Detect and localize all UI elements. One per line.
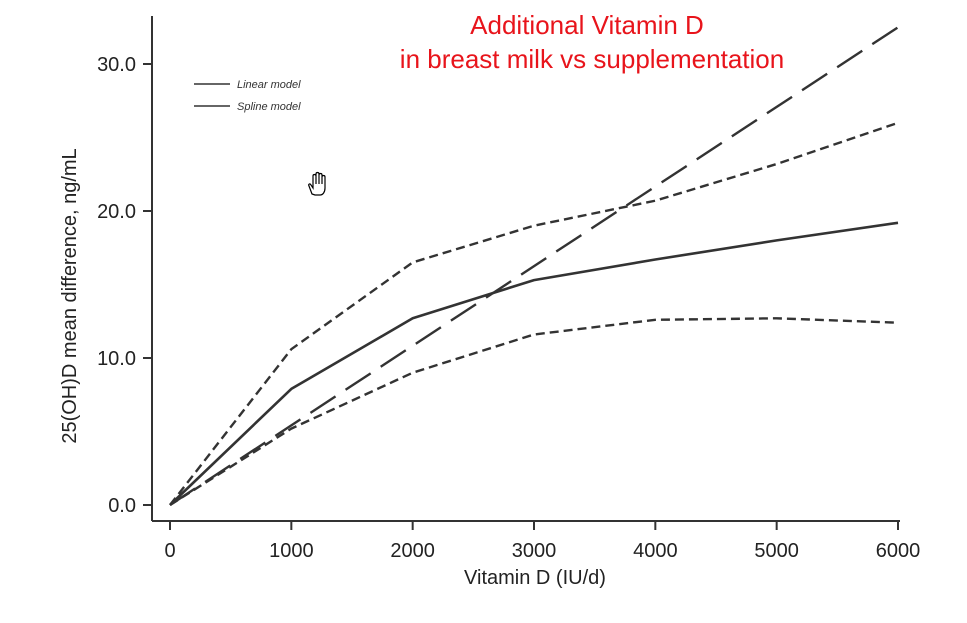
chart-title: Additional Vitamin D in breast milk vs s… — [400, 10, 784, 74]
x-tick-label: 6000 — [876, 540, 921, 562]
x-tick-label: 2000 — [390, 540, 435, 562]
x-tick-label: 1000 — [269, 540, 314, 562]
series-spline-upper-ci-line — [169, 121, 899, 506]
axes — [151, 16, 900, 522]
legend-label-spline: Spline model — [237, 101, 301, 113]
hand-cursor-icon — [308, 171, 326, 196]
x-tick-label: 5000 — [754, 540, 799, 562]
y-tick-label: 20.0 — [97, 201, 136, 223]
y-tick-label: 30.0 — [97, 54, 136, 76]
y-tick-label: 10.0 — [97, 348, 136, 370]
y-axis-label: 25(OH)D mean difference, ng/mL — [59, 148, 81, 443]
chart-title-line-2: in breast milk vs supplementation — [400, 44, 784, 74]
x-axis-label: Vitamin D (IU/d) — [464, 567, 606, 589]
y-tick-label: 0.0 — [108, 495, 136, 517]
legend-label-linear: Linear model — [237, 79, 301, 91]
axis-ticks: 0 1000 2000 3000 4000 5000 6000 0.0 10.0 20.0 30.0 — [97, 54, 920, 562]
series-group — [169, 26, 899, 507]
x-tick-label: 0 — [164, 540, 175, 562]
x-tick-label: 3000 — [512, 540, 557, 562]
series-linear-model-line — [169, 26, 899, 507]
series-spline-lower-ci-line — [169, 317, 899, 507]
series-spline-model-line — [169, 221, 899, 506]
x-tick-label: 4000 — [633, 540, 678, 562]
chart-title-line-1: Additional Vitamin D — [470, 10, 704, 40]
legend: Linear model Spline model — [194, 79, 301, 113]
